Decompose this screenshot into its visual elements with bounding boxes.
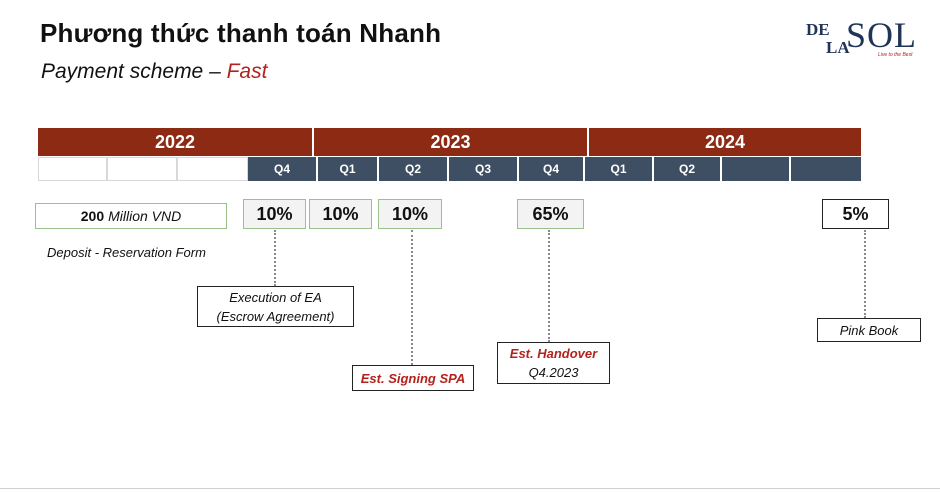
- deposit-unit: Million VND: [108, 208, 182, 224]
- deposit-amount: 200: [80, 208, 105, 224]
- milestone-pinkbook-box: Pink Book: [817, 318, 921, 342]
- logo-la: LA: [826, 38, 850, 57]
- milestone-ea-line1: Execution of EA: [229, 289, 322, 305]
- milestone-spa-box: Est. Signing SPA: [352, 365, 474, 391]
- milestone-handover-line1: Est. Handover: [509, 346, 598, 361]
- quarter-cell-2023-q4: Q4: [519, 157, 585, 181]
- payment-box-2023-q4: 65%: [517, 199, 584, 229]
- milestone-ea-line2: (Escrow Agreement): [216, 308, 335, 324]
- quarter-cell-empty: [177, 157, 248, 181]
- connector-pinkbook: [864, 230, 866, 318]
- connector-handover: [548, 230, 550, 342]
- milestone-ea-box: Execution of EA (Escrow Agreement): [197, 286, 354, 327]
- quarter-cell-2024-q2: Q2: [654, 157, 722, 181]
- bottom-divider: [0, 488, 940, 489]
- quarter-cell-2024-q1: Q1: [585, 157, 654, 181]
- quarter-cell-2024-q4: [791, 157, 861, 181]
- quarter-cell-empty: [107, 157, 177, 181]
- logo-de: DE: [806, 20, 830, 39]
- deposit-label: Deposit - Reservation Form: [47, 245, 206, 260]
- milestone-pinkbook-line1: Pink Book: [839, 322, 899, 338]
- quarter-cell-2024-q3: [722, 157, 791, 181]
- milestone-handover-line2: Q4.2023: [528, 365, 579, 380]
- connector-spa: [411, 230, 413, 365]
- logo-sol: SOL: [846, 15, 918, 55]
- deposit-amount-box: 200 Million VND: [35, 203, 227, 229]
- payment-box-2022-q4: 10%: [243, 199, 306, 229]
- logo-tagline: Live to the Best: [878, 52, 913, 58]
- year-2024-bar: 2024: [587, 128, 861, 156]
- payment-box-2023-q1: 10%: [309, 199, 372, 229]
- connector-ea: [274, 230, 276, 286]
- milestone-spa-line1: Est. Signing SPA: [360, 370, 466, 386]
- page-title: Phương thức thanh toán Nhanh: [40, 18, 442, 48]
- quarter-cell-empty: [38, 157, 107, 181]
- quarter-cell-2023-q1: Q1: [318, 157, 379, 181]
- year-2022-bar: 2022: [38, 128, 312, 156]
- subtitle-accent: Fast: [226, 60, 268, 83]
- year-2023-bar: 2023: [312, 128, 587, 156]
- payment-box-2023-q2: 10%: [378, 199, 442, 229]
- payment-box-final: 5%: [822, 199, 889, 229]
- quarter-cell-2022-q4: Q4: [248, 157, 318, 181]
- subtitle-prefix: Payment scheme –: [41, 60, 227, 83]
- brand-logo: DE LA SOL Live to the Best: [802, 14, 922, 62]
- milestone-handover-box: Est. Handover Q4.2023: [497, 342, 610, 384]
- page-subtitle: Payment scheme – Fast: [41, 60, 267, 84]
- quarter-cell-2023-q2: Q2: [379, 157, 449, 181]
- quarter-cell-2023-q3: Q3: [449, 157, 519, 181]
